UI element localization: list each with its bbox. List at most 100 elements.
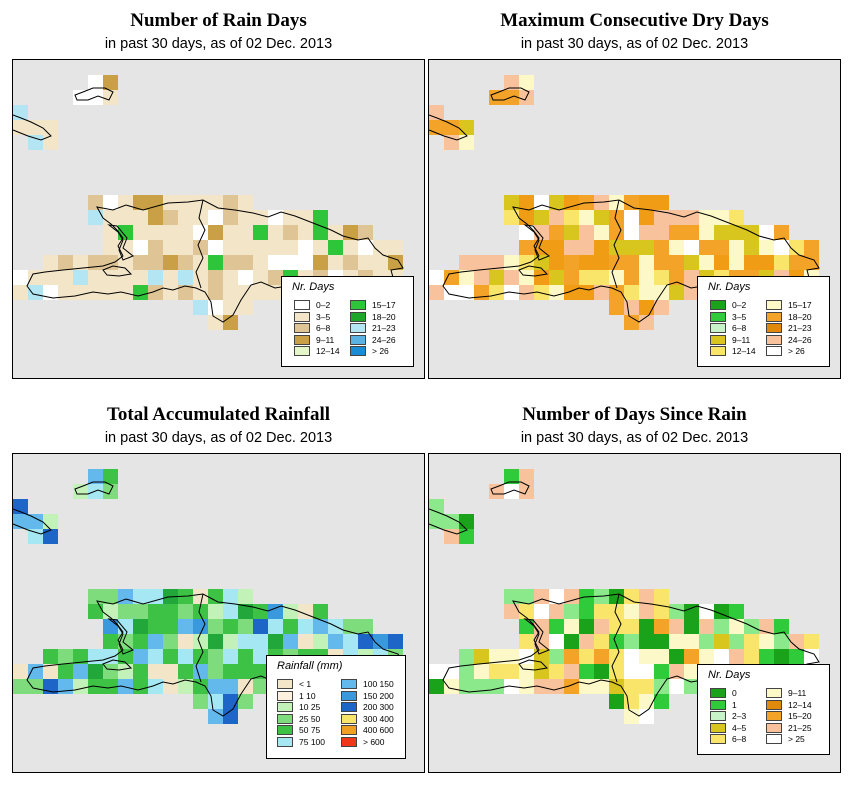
- grid-cell: [223, 694, 238, 709]
- grid-cell: [103, 604, 118, 619]
- legend-swatch: [341, 725, 357, 735]
- grid-cell: [609, 634, 624, 649]
- grid-cell: [103, 589, 118, 604]
- grid-cell: [519, 195, 534, 210]
- grid-cell: [519, 589, 534, 604]
- grid-cell: [564, 195, 579, 210]
- grid-cell: [669, 664, 684, 679]
- grid-cell: [534, 664, 549, 679]
- panel-title: Maximum Consecutive Dry Days: [500, 10, 769, 31]
- legend-label: 75 100: [299, 736, 325, 747]
- grid-cell: [594, 619, 609, 634]
- grid-cell: [73, 649, 88, 664]
- grid-cell: [504, 210, 519, 225]
- grid-cell: [208, 679, 223, 694]
- island-outline: [518, 265, 549, 277]
- grid-cell: [193, 225, 208, 240]
- coastline: [442, 199, 820, 323]
- grid-cell: [564, 285, 579, 300]
- grid-cell: [624, 225, 639, 240]
- grid-cell: [208, 255, 223, 270]
- grid-cell: [729, 649, 744, 664]
- grid-cell: [684, 634, 699, 649]
- grid-cell: [313, 255, 328, 270]
- grid-cell: [609, 240, 624, 255]
- grid-cell: [103, 469, 118, 484]
- legend-swatch: [294, 346, 310, 356]
- grid-cell: [283, 255, 298, 270]
- grid-cell: [163, 664, 178, 679]
- grid-cell: [504, 664, 519, 679]
- map-rain-days: [12, 59, 425, 379]
- grid-cell: [223, 604, 238, 619]
- grid-cell: [223, 709, 238, 724]
- grid-cell: [118, 225, 133, 240]
- grid-cell: [343, 225, 358, 240]
- grid-cell: [133, 634, 148, 649]
- grid-cell: [283, 634, 298, 649]
- island-outline: [13, 508, 52, 535]
- grid-cell: [594, 285, 609, 300]
- grid-cell: [654, 210, 669, 225]
- grid-cell: [714, 255, 729, 270]
- grid-cell: [639, 634, 654, 649]
- grid-cell: [729, 604, 744, 619]
- grid-cell: [669, 619, 684, 634]
- grid-cell: [579, 649, 594, 664]
- grid-cell: [774, 225, 789, 240]
- grid-cell: [684, 649, 699, 664]
- legend-title: Rainfall (mm): [277, 660, 343, 672]
- grid-cell: [759, 634, 774, 649]
- legend-swatch: [350, 346, 366, 356]
- grid-cell: [313, 225, 328, 240]
- legend-swatch: [710, 334, 726, 345]
- grid-cell: [744, 634, 759, 649]
- grid-cell: [268, 210, 283, 225]
- grid-cell: [549, 604, 564, 619]
- grid-cell: [118, 649, 133, 664]
- grid-cell: [699, 649, 714, 664]
- grid-cell: [474, 649, 489, 664]
- grid-cell: [609, 664, 624, 679]
- grid-cell: [133, 589, 148, 604]
- grid-cell: [759, 255, 774, 270]
- grid-cell: [193, 300, 208, 315]
- grid-cell: [624, 649, 639, 664]
- grid-cell: [28, 679, 43, 694]
- grid-cell: [253, 634, 268, 649]
- grid-cell: [88, 75, 103, 90]
- grid-cell: [88, 270, 103, 285]
- grid-cell: [594, 604, 609, 619]
- grid-cell: [744, 649, 759, 664]
- legend-label: 18–20: [788, 311, 812, 322]
- grid-cell: [549, 210, 564, 225]
- grid-cell: [519, 270, 534, 285]
- grid-cell: [103, 240, 118, 255]
- panel-subtitle: in past 30 days, as of 02 Dec. 2013: [104, 36, 333, 52]
- grid-cell: [163, 255, 178, 270]
- legend-label: 200 300: [363, 702, 394, 712]
- grid-cell: [549, 664, 564, 679]
- grid-cell: [564, 619, 579, 634]
- grid-cell: [148, 619, 163, 634]
- legend-label: 400 600: [363, 725, 394, 735]
- grid-cell: [88, 664, 103, 679]
- grid-cell: [504, 75, 519, 90]
- grid-cell: [163, 270, 178, 285]
- grid-cell: [43, 529, 58, 544]
- grid-cell: [714, 619, 729, 634]
- grid-cell: [519, 664, 534, 679]
- grid-cell: [148, 649, 163, 664]
- island-outline: [102, 265, 133, 277]
- grid-cell: [654, 589, 669, 604]
- grid-cell: [163, 619, 178, 634]
- grid-cell: [639, 664, 654, 679]
- grid-cell: [624, 285, 639, 300]
- grid-cell: [358, 255, 373, 270]
- grid-cell: [729, 255, 744, 270]
- grid-cell: [268, 634, 283, 649]
- grid-cell: [429, 679, 444, 694]
- grid-cell: [208, 300, 223, 315]
- grid-cell: [133, 270, 148, 285]
